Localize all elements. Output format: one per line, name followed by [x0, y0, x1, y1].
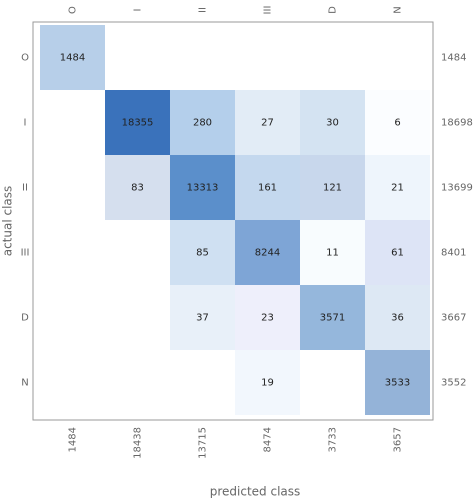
cell-label: 1484: [60, 53, 85, 64]
x-tick-label: D: [328, 6, 339, 14]
row-total: 8401: [441, 248, 466, 259]
row-total: 3667: [441, 313, 466, 324]
heatmap-cell: [170, 155, 235, 220]
heatmap-cell: [170, 285, 235, 350]
heatmap-cell: [235, 220, 300, 285]
cell-label: 36: [391, 313, 404, 324]
cell-label: 3533: [385, 378, 410, 389]
heatmap-cell: [105, 155, 170, 220]
heatmap-cell: [300, 285, 365, 350]
heatmap-cell: [235, 90, 300, 155]
y-tick-label: O: [21, 53, 29, 64]
row-total: 3552: [441, 378, 466, 389]
heatmap-cell: [235, 285, 300, 350]
row-total: 1484: [441, 53, 466, 64]
row-total: 18698: [441, 118, 473, 129]
heatmap-cell: [170, 90, 235, 155]
column-total: 8474: [263, 427, 274, 452]
cell-label: 280: [193, 118, 212, 129]
cell-label: 121: [323, 183, 342, 194]
heatmap-cell: [300, 220, 365, 285]
cell-label: 83: [131, 183, 144, 194]
cell-label: 85: [196, 248, 209, 259]
heatmap-cell: [235, 155, 300, 220]
heatmap-cell: [105, 90, 170, 155]
cell-label: 23: [261, 313, 274, 324]
row-total: 13699: [441, 183, 473, 194]
x-tick-label: N: [393, 6, 404, 13]
heatmap-cell: [365, 220, 430, 285]
heatmap-cell: [170, 220, 235, 285]
x-tick-label: II: [198, 7, 209, 13]
cell-label: 6: [394, 118, 400, 129]
cell-label: 161: [258, 183, 277, 194]
cell-label: 21: [391, 183, 404, 194]
cell-label: 8244: [255, 248, 280, 259]
cell-label: 18355: [122, 118, 154, 129]
cell-label: 3571: [320, 313, 345, 324]
cell-label: 37: [196, 313, 209, 324]
y-tick-label: III: [21, 248, 30, 259]
cell-label: 11: [326, 248, 339, 259]
x-tick-label: I: [133, 9, 144, 12]
y-tick-label: I: [24, 118, 27, 129]
x-tick-label: III: [263, 6, 274, 15]
cell-label: 19: [261, 378, 274, 389]
column-total: 1484: [68, 427, 79, 452]
column-total: 3657: [393, 427, 404, 452]
y-axis-title: actual class: [1, 186, 15, 257]
y-tick-label: D: [21, 313, 29, 324]
heatmap-cell: [300, 155, 365, 220]
heatmap-cell: [40, 25, 105, 90]
column-total: 18438: [133, 427, 144, 459]
cell-label: 61: [391, 248, 404, 259]
y-tick-label: II: [22, 183, 28, 194]
heatmap-cell: [300, 90, 365, 155]
heatmap-cell: [365, 155, 430, 220]
x-tick-label: O: [68, 6, 79, 14]
column-total: 3733: [328, 427, 339, 452]
heatmap-cell: [365, 350, 430, 415]
column-total: 13715: [198, 427, 209, 459]
heatmap-cell: [365, 90, 430, 155]
cell-label: 30: [326, 118, 339, 129]
heatmap-cell: [235, 350, 300, 415]
plot-frame: [32, 21, 434, 421]
y-tick-label: N: [21, 378, 28, 389]
x-axis-title: predicted class: [210, 485, 301, 499]
cell-label: 13313: [187, 183, 219, 194]
cell-label: 27: [261, 118, 274, 129]
heatmap-cell: [365, 285, 430, 350]
